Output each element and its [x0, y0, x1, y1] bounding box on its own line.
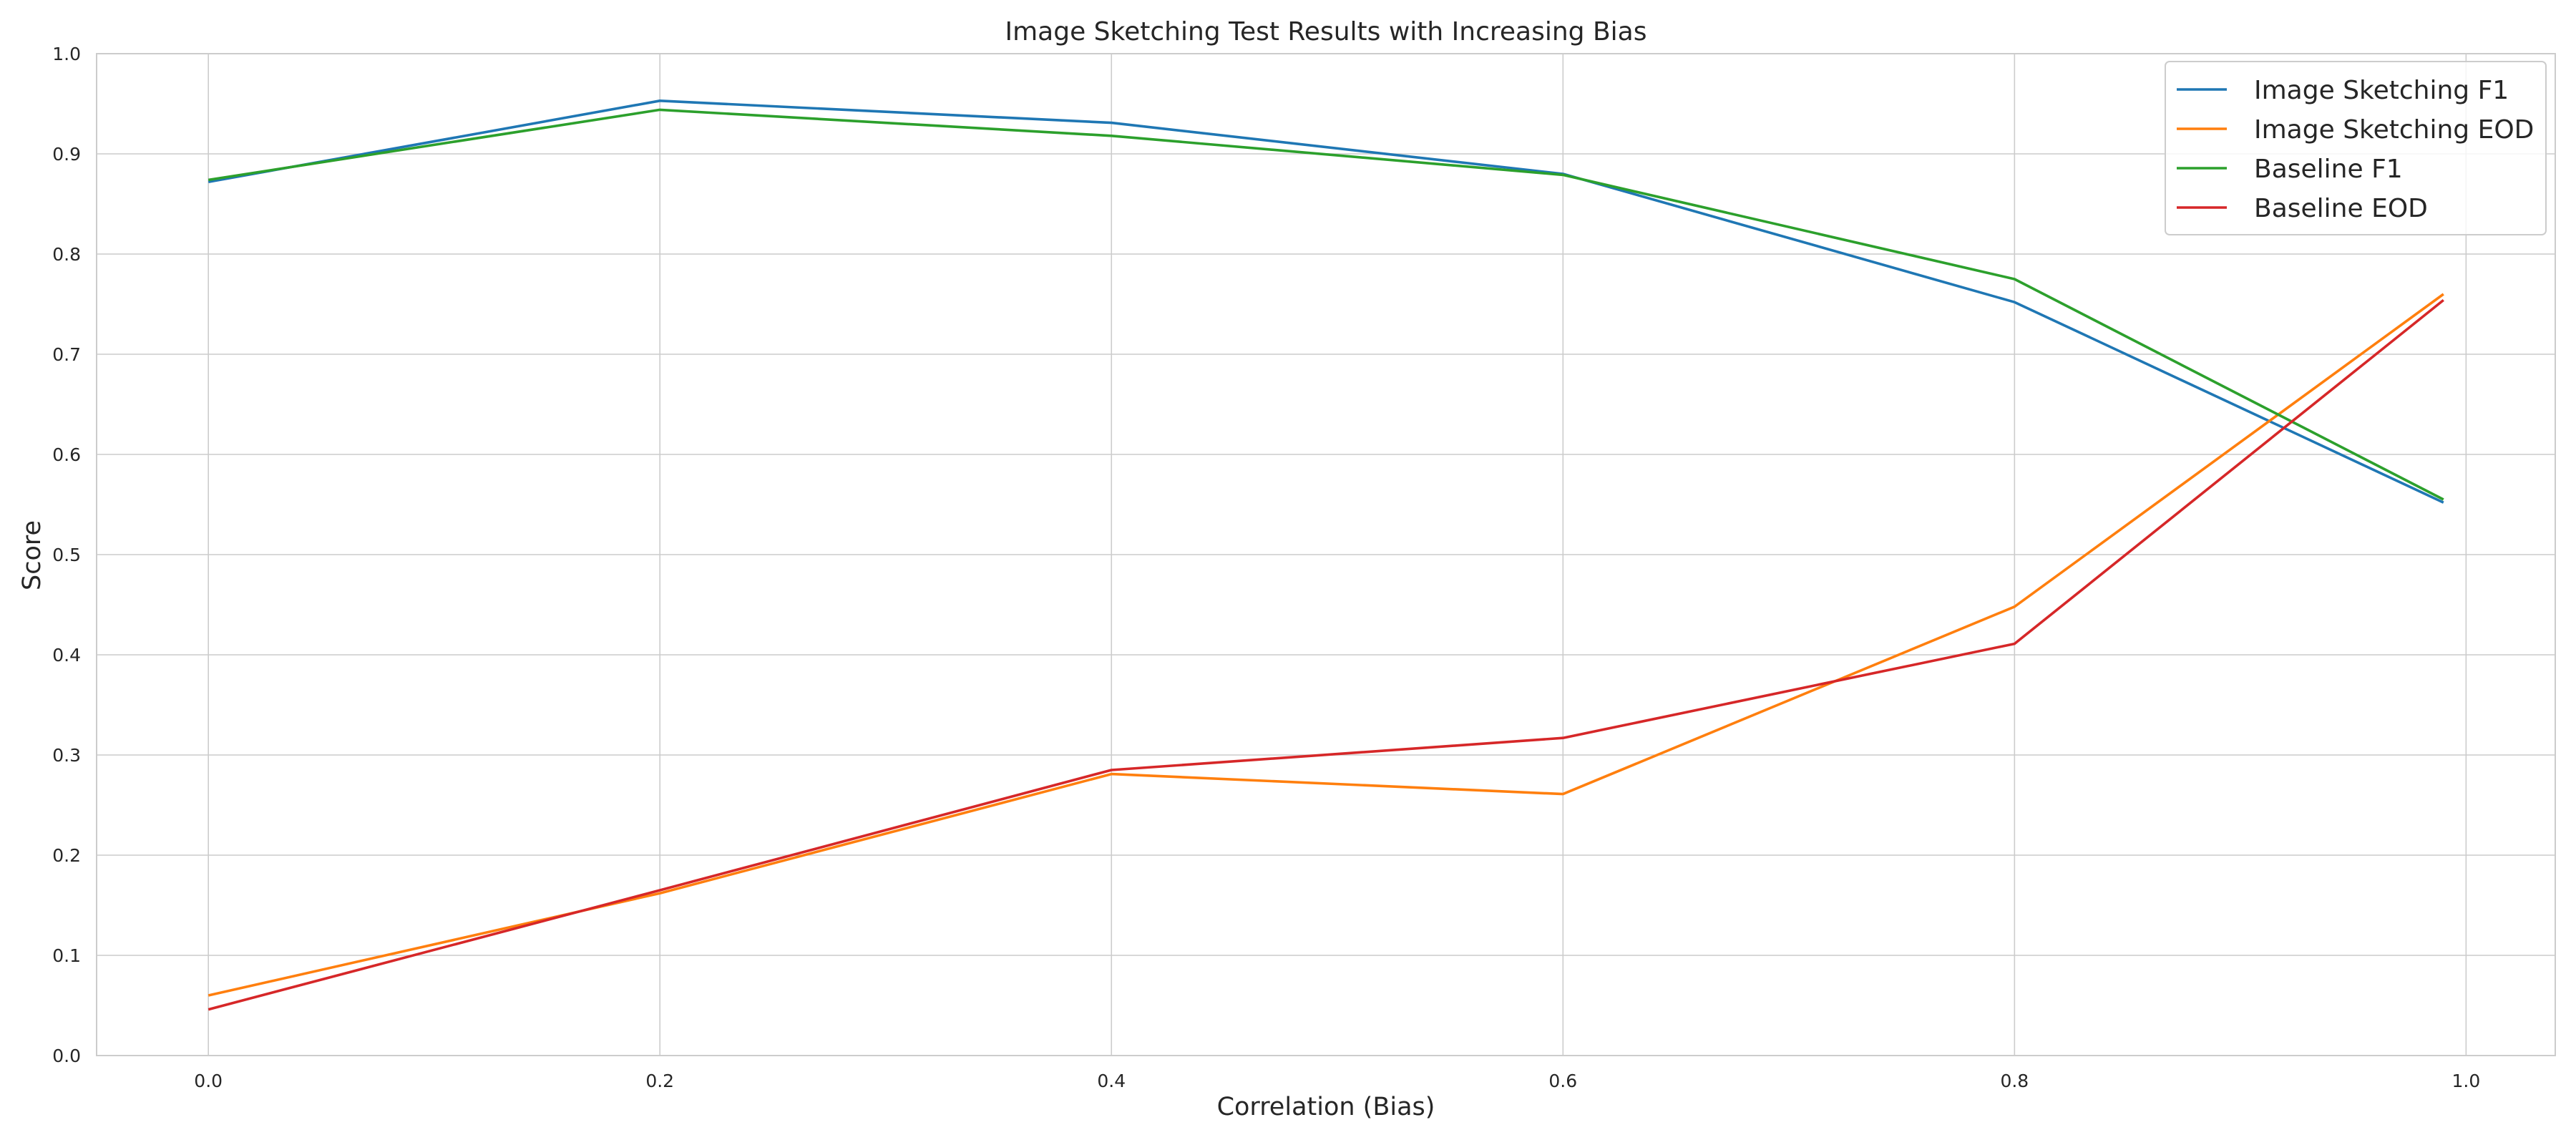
legend-box	[2165, 61, 2547, 235]
series-line-image-sketching-eod	[208, 293, 2444, 997]
y-tick-label: 0.3	[52, 745, 81, 766]
y-axis-label: Score	[18, 520, 47, 590]
x-tick-label: 1.0	[2451, 1071, 2480, 1091]
legend-label: Baseline EOD	[2254, 194, 2428, 223]
y-tick-label: 1.0	[52, 44, 81, 64]
series-line-image-sketching-f1	[208, 99, 2444, 504]
series-line-baseline-eod	[208, 298, 2444, 1011]
series-lines	[208, 99, 2444, 1011]
legend-label: Baseline F1	[2254, 155, 2403, 184]
y-tick-label: 0.8	[52, 244, 81, 265]
y-tick-label: 0.7	[52, 344, 81, 365]
y-tick-labels: 0.0 0.1 0.2 0.3 0.4 0.5 0.6 0.7 0.8 0.9 1.0	[52, 44, 81, 1066]
x-tick-label: 0.8	[2000, 1071, 2029, 1091]
chart-title: Image Sketching Test Results with Increa…	[1005, 17, 1646, 47]
y-tick-label: 0.1	[52, 945, 81, 966]
y-tick-label: 0.9	[52, 144, 81, 165]
x-tick-label: 0.0	[194, 1071, 223, 1091]
y-tick-label: 0.4	[52, 645, 81, 666]
plot-frame	[96, 53, 2556, 1056]
x-tick-label: 0.4	[1097, 1071, 1126, 1091]
x-axis-label: Correlation (Bias)	[1217, 1093, 1435, 1121]
y-tick-label: 0.5	[52, 545, 81, 565]
legend-label: Image Sketching EOD	[2254, 115, 2534, 145]
series-line-baseline-f1	[208, 108, 2444, 501]
y-tick-label: 0.6	[52, 444, 81, 465]
x-tick-label: 0.6	[1548, 1071, 1577, 1091]
x-tick-labels: 0.0 0.2 0.4 0.6 0.8 1.0	[194, 1071, 2480, 1091]
y-tick-label: 0.2	[52, 845, 81, 866]
legend-label: Image Sketching F1	[2254, 76, 2509, 105]
x-tick-label: 0.2	[645, 1071, 674, 1091]
y-tick-label: 0.0	[52, 1046, 81, 1066]
legend: Image Sketching F1 Image Sketching EOD Bas…	[2165, 61, 2547, 235]
